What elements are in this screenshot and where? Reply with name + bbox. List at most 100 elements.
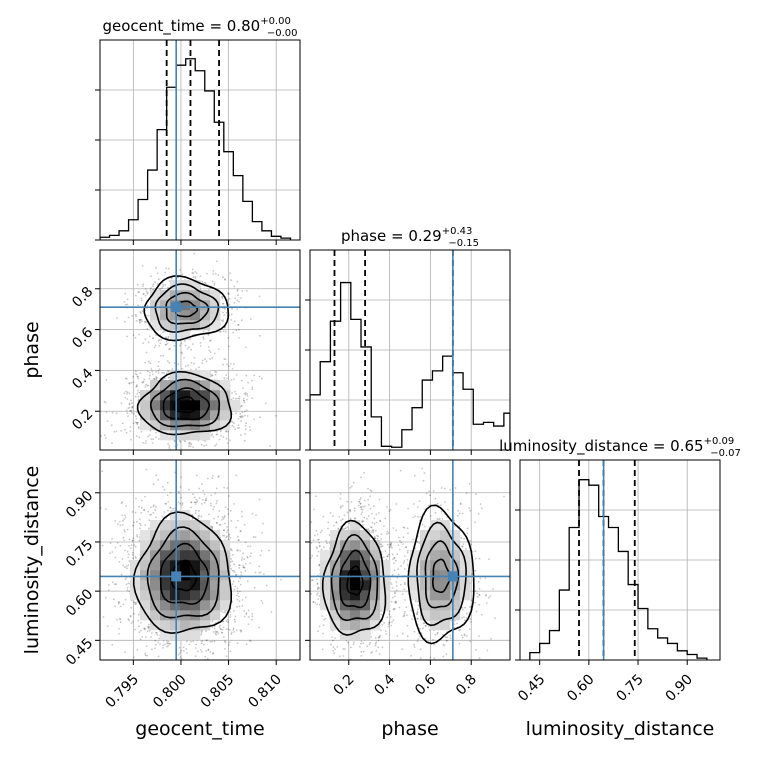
- scatter-sample: [211, 374, 214, 377]
- scatter-sample: [215, 522, 218, 524]
- scatter-sample: [406, 551, 409, 554]
- scatter-sample: [234, 428, 237, 431]
- scatter-sample: [211, 526, 214, 528]
- scatter-sample: [229, 536, 232, 539]
- scatter-sample: [212, 631, 215, 633]
- scatter-sample: [167, 644, 170, 647]
- scatter-sample: [134, 545, 137, 548]
- scatter-sample: [221, 628, 224, 631]
- scatter-sample: [128, 406, 131, 409]
- scatter-sample: [230, 379, 233, 381]
- density-cell: [180, 400, 191, 411]
- scatter-sample: [195, 509, 197, 512]
- scatter-sample: [130, 409, 132, 412]
- scatter-sample: [469, 509, 472, 512]
- density-cell: [180, 390, 191, 401]
- scatter-sample: [124, 514, 126, 517]
- scatter-sample: [217, 274, 220, 276]
- scatter-sample: [221, 455, 223, 457]
- scatter-sample: [224, 358, 227, 360]
- scatter-sample: [141, 310, 144, 313]
- scatter-sample: [152, 285, 154, 287]
- scatter-sample: [129, 426, 132, 428]
- scatter-sample: [205, 499, 207, 502]
- scatter-sample: [238, 605, 241, 608]
- scatter-sample: [215, 487, 218, 490]
- density-cell: [170, 530, 181, 541]
- scatter-sample: [238, 397, 241, 400]
- scatter-sample: [231, 392, 234, 394]
- density-cell: [180, 280, 191, 291]
- scatter-sample: [232, 580, 235, 583]
- scatter-sample: [127, 316, 130, 319]
- scatter-sample: [249, 555, 252, 558]
- density-cell: [200, 570, 211, 581]
- scatter-sample: [97, 549, 99, 551]
- scatter-sample: [405, 546, 408, 548]
- scatter-sample: [142, 293, 145, 296]
- scatter-sample: [116, 618, 118, 621]
- scatter-sample: [251, 379, 253, 382]
- scatter-sample: [185, 674, 187, 676]
- scatter-sample: [109, 552, 111, 555]
- scatter-sample: [229, 650, 232, 653]
- scatter-sample: [241, 290, 244, 292]
- scatter-sample: [146, 327, 149, 330]
- scatter-sample: [129, 615, 132, 618]
- scatter-sample: [155, 378, 158, 381]
- scatter-sample: [247, 609, 250, 612]
- scatter-sample: [111, 538, 113, 540]
- scatter-sample: [128, 538, 131, 541]
- scatter-sample: [201, 483, 204, 485]
- scatter-sample: [223, 377, 226, 379]
- scatter-sample: [127, 407, 130, 410]
- scatter-sample: [240, 571, 243, 574]
- scatter-sample: [232, 569, 235, 572]
- truth-marker: [171, 302, 182, 313]
- scatter-sample: [388, 613, 391, 616]
- density-cell: [180, 620, 191, 631]
- scatter-sample: [235, 474, 238, 477]
- scatter-sample: [130, 547, 132, 550]
- scatter-sample: [228, 345, 230, 348]
- scatter-sample: [218, 348, 220, 350]
- scatter-sample: [113, 430, 116, 433]
- density-cell: [190, 630, 201, 641]
- scatter-sample: [145, 468, 148, 471]
- scatter-sample: [123, 320, 126, 323]
- density-cell: [220, 570, 231, 581]
- scatter-sample: [246, 556, 249, 558]
- scatter-sample: [128, 544, 130, 547]
- scatter-sample: [136, 601, 139, 603]
- scatter-sample: [306, 577, 308, 579]
- scatter-sample: [167, 640, 170, 643]
- scatter-sample: [152, 337, 154, 340]
- scatter-sample: [224, 640, 226, 643]
- scatter-sample: [135, 315, 138, 318]
- scatter-sample: [259, 571, 262, 574]
- scatter-sample: [436, 633, 439, 635]
- scatter-sample: [227, 621, 230, 624]
- scatter-sample: [165, 372, 168, 375]
- scatter-sample: [107, 584, 110, 586]
- density-cell: [140, 540, 151, 551]
- scatter-sample: [171, 368, 174, 370]
- scatter-sample: [103, 400, 106, 403]
- scatter-sample: [243, 414, 246, 417]
- scatter-sample: [235, 573, 237, 576]
- scatter-sample: [239, 434, 242, 436]
- scatter-sample: [265, 584, 268, 587]
- scatter-sample: [192, 276, 195, 278]
- scatter-sample: [235, 412, 237, 415]
- scatter-sample: [126, 303, 128, 306]
- scatter-sample: [178, 492, 180, 495]
- scatter-sample: [134, 603, 137, 606]
- scatter-sample: [227, 292, 230, 294]
- scatter-sample: [243, 615, 246, 618]
- density-cell: [170, 560, 181, 571]
- scatter-sample: [143, 627, 146, 630]
- scatter-sample: [153, 647, 156, 650]
- scatter-sample: [225, 430, 228, 433]
- scatter-sample: [167, 286, 169, 289]
- scatter-sample: [221, 296, 224, 299]
